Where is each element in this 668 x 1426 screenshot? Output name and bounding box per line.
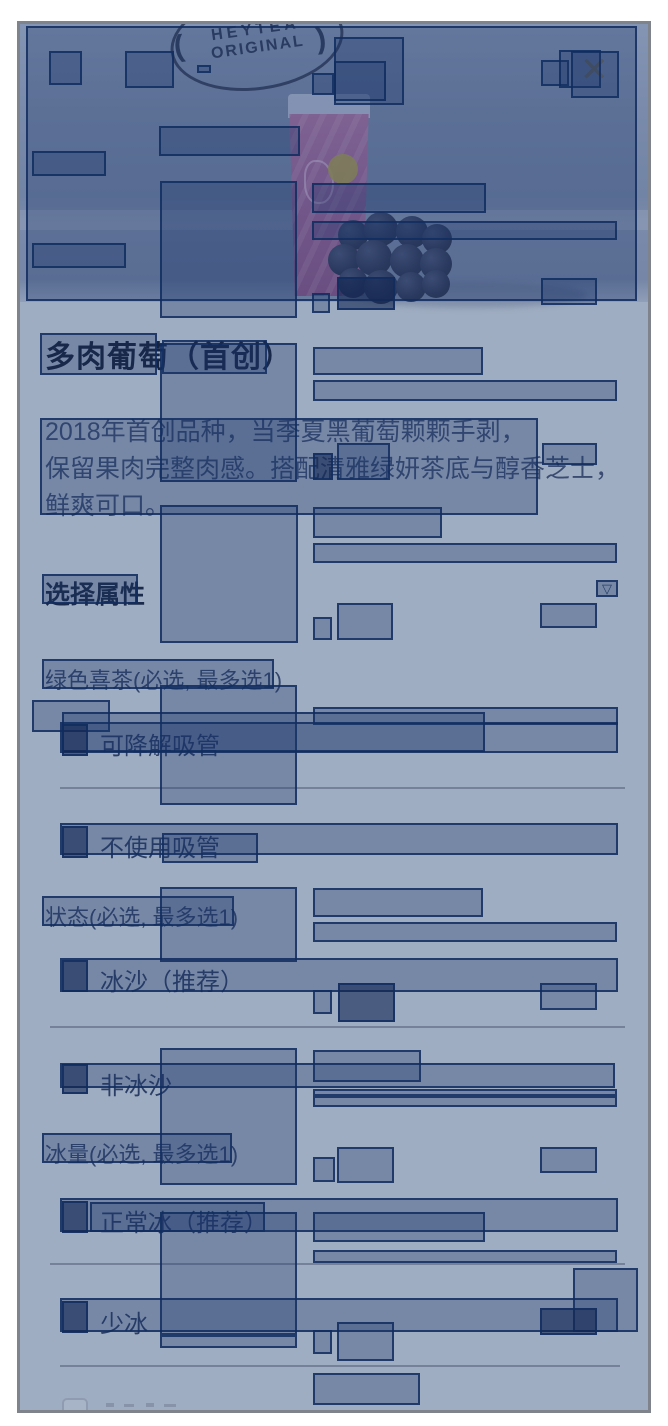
overlay-box (42, 896, 234, 926)
overlay-box (49, 51, 82, 85)
divider (50, 1263, 625, 1265)
cup-line-art (304, 160, 334, 204)
overlay-box (160, 685, 297, 805)
overlay-box (541, 278, 597, 305)
divider (50, 1026, 625, 1028)
overlay-box (162, 833, 258, 863)
divider (60, 1365, 620, 1367)
overlay-box (160, 1335, 297, 1348)
overlay-box (540, 603, 597, 628)
app-screenshot: ( ) HEYTEA ORIGINAL ✕ 多肉 (20, 24, 648, 1410)
overlay-box (313, 888, 483, 917)
checkbox-less-ice[interactable] (62, 1301, 88, 1333)
overlay-box (160, 181, 297, 318)
overlay-box (313, 707, 618, 725)
overlay-box (313, 1157, 335, 1182)
overlay-box (312, 293, 330, 313)
overlay-box (334, 61, 386, 101)
overlay-box (26, 26, 637, 301)
checkbox-smoothie[interactable] (62, 960, 88, 992)
overlay-box (162, 340, 267, 374)
divider (60, 787, 625, 789)
option-label-normal-ice[interactable]: 正常冰（推荐） (100, 1210, 268, 1237)
checkbox-normal-ice[interactable] (62, 1201, 88, 1233)
overlay-box (313, 990, 332, 1014)
overlay-box (313, 1212, 485, 1242)
overlay-box (313, 1373, 420, 1405)
overlay-box (60, 1063, 615, 1088)
checkbox-cutoff[interactable] (62, 1398, 88, 1410)
overlay-box (60, 823, 618, 855)
overlay-box (337, 277, 395, 310)
overlay-box (541, 60, 569, 86)
overlay-box (542, 443, 597, 465)
overlay-box (42, 574, 138, 604)
option-label-less-ice[interactable]: 少冰 (100, 1311, 148, 1338)
checkbox-no-straw[interactable] (62, 826, 88, 858)
overlay-box (312, 221, 617, 240)
overlay-box (338, 983, 395, 1022)
overlay-box (32, 151, 106, 176)
overlay-box (313, 1330, 332, 1354)
overlay-box (42, 659, 274, 689)
overlay-box (125, 51, 174, 88)
overlay-box (160, 1212, 297, 1335)
overlay-box (197, 65, 211, 73)
product-description-line1: 2018年首创品种，当季夏黑葡萄颗颗手剥， (45, 418, 526, 446)
overlay-box (60, 722, 618, 753)
overlay-box (540, 983, 597, 1010)
overlay-box (42, 1133, 232, 1163)
chevron-down-icon[interactable]: ▽ (602, 581, 612, 596)
overlay-box (540, 1308, 597, 1335)
overlay-box (62, 712, 485, 752)
overlay-box (313, 453, 333, 480)
overlay-box (313, 543, 617, 563)
overlay-box (312, 183, 486, 213)
overlay-box (596, 580, 618, 597)
overlay-box (313, 1250, 617, 1263)
option-label-no-straw[interactable]: 不使用吸管 (100, 835, 220, 862)
overlay-box (337, 603, 393, 640)
overlay-box (337, 1322, 394, 1361)
overlay-box (313, 380, 617, 401)
overlay-box (32, 243, 126, 268)
overlay-box (337, 443, 390, 480)
overlay-box (540, 1147, 597, 1173)
overlay-box (559, 50, 601, 88)
cup-logo-badge (328, 154, 358, 184)
overlay-box (313, 507, 442, 538)
overlay-box (334, 37, 404, 105)
overlay-box (40, 333, 157, 375)
overlay-box (313, 347, 483, 375)
overlay-box (312, 73, 334, 95)
overlay-box (160, 887, 297, 962)
overlay-box (160, 505, 298, 643)
overlay-box (60, 1298, 618, 1332)
overlay-box (571, 51, 619, 98)
attributes-section-title: 选择属性 (45, 581, 146, 609)
overlay-box (313, 922, 617, 942)
overlay-box (90, 1202, 265, 1232)
product-description-line3: 鲜爽可口。 (45, 492, 171, 520)
checkbox-non-smoothie[interactable] (62, 1064, 88, 1094)
overlay-box (337, 1147, 394, 1183)
overlay-box (573, 1268, 638, 1332)
checkbox-biodegradable-straw[interactable] (62, 724, 88, 756)
overlay-box (159, 126, 300, 156)
overlay-box (313, 617, 332, 640)
overlay-box (160, 343, 297, 482)
overlay-box (40, 418, 538, 515)
overlay-box (313, 1096, 617, 1107)
close-icon[interactable]: ✕ (580, 51, 609, 89)
overlay-box (313, 1089, 617, 1096)
product-title: 多肉葡萄（首创） (45, 341, 293, 374)
overlay-box (313, 1050, 421, 1082)
